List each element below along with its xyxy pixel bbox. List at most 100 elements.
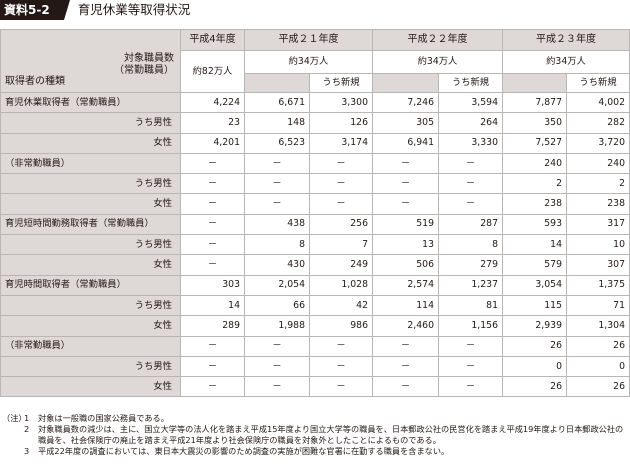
note-item: 2 対象職員数の減少は、主に、国立大学等の法人化を踏まえ平成15年度より国立大学… bbox=[2, 424, 628, 446]
value-cell: － bbox=[372, 335, 439, 357]
year-header-h23: 平成２３年度 bbox=[502, 29, 630, 51]
value-cell: 430 bbox=[244, 254, 310, 276]
table-row: 女性 4,201 6,523 3,174 6,941 3,330 7,527 3,720 bbox=[0, 132, 630, 154]
value-cell: 579 bbox=[502, 254, 567, 276]
note-item: 3 平成22年度の調査においては、東日本大震災の影響のため調査の実施が困難な官署… bbox=[2, 446, 628, 457]
value-cell: 126 bbox=[309, 112, 373, 134]
value-cell: 256 bbox=[309, 213, 373, 236]
value-cell: － bbox=[180, 173, 245, 195]
table-row: （非常勤職員）－－－－－ 26 26 bbox=[0, 335, 630, 357]
value-cell: － bbox=[244, 376, 310, 398]
value-cell: 7,527 bbox=[502, 132, 567, 154]
value-cell: － bbox=[309, 355, 373, 378]
value-cell: － bbox=[244, 152, 310, 175]
value-cell: 282 bbox=[566, 112, 630, 134]
value-cell: 2,054 bbox=[244, 274, 310, 296]
value-cell: 264 bbox=[438, 112, 503, 134]
value-cell: 26 bbox=[566, 335, 630, 357]
value-cell: 6,941 bbox=[372, 132, 439, 154]
target-count-h4: 約82万人 bbox=[180, 50, 245, 93]
value-cell: 593 bbox=[502, 213, 567, 236]
subcategory-label: 女性 bbox=[0, 376, 181, 398]
target-label: 対象職員数 （常勤職員） bbox=[114, 50, 174, 77]
table-row: 女性－－－－－ 238 238 bbox=[0, 193, 630, 215]
table-row: 育児時間取得者（常勤職員） 303 2,054 1,028 2,574 1,237 3,05… bbox=[0, 274, 630, 296]
value-cell: － bbox=[309, 376, 373, 398]
table-row: 女性－－－－－ 26 26 bbox=[0, 376, 630, 398]
value-cell: － bbox=[438, 152, 503, 175]
subcategory-label: 女性 bbox=[0, 254, 181, 276]
year-header-h21: 平成２１年度 bbox=[244, 29, 373, 51]
value-cell: 3,300 bbox=[309, 91, 373, 114]
note-number: 2 bbox=[24, 424, 30, 434]
note-number: 3 bbox=[24, 446, 30, 456]
value-cell: － bbox=[244, 355, 310, 378]
value-cell: 238 bbox=[502, 193, 567, 215]
table-row: うち男性－－－－－ 2 2 bbox=[0, 173, 630, 195]
value-cell: 71 bbox=[566, 294, 630, 317]
value-cell: 1,237 bbox=[438, 274, 503, 296]
notes-mark: （注） bbox=[2, 413, 27, 423]
value-cell: 26 bbox=[502, 335, 567, 357]
target-count-h22: 約34万人 bbox=[372, 50, 503, 74]
category-label: （非常勤職員） bbox=[0, 335, 181, 357]
category-label: 育児休業取得者（常勤職員） bbox=[0, 91, 181, 114]
value-cell: 114 bbox=[372, 294, 439, 317]
year-header-h22: 平成２２年度 bbox=[372, 29, 503, 51]
value-cell: 279 bbox=[438, 254, 503, 276]
value-cell: 287 bbox=[438, 213, 503, 236]
value-cell: － bbox=[309, 193, 373, 215]
notes: （注） 1 対象は一般職の国家公務員である。 2 対象職員数の減少は、主に、国立… bbox=[2, 413, 628, 457]
table-row: うち男性 23 148 126 305 264 350 282 bbox=[0, 112, 630, 134]
value-cell: 2,574 bbox=[372, 274, 439, 296]
value-cell: 506 bbox=[372, 254, 439, 276]
value-cell: 2 bbox=[502, 173, 567, 195]
value-cell: 3,054 bbox=[502, 274, 567, 296]
value-cell: 305 bbox=[372, 112, 439, 134]
subcategory-label: うち男性 bbox=[0, 234, 181, 256]
value-cell: 10 bbox=[566, 234, 630, 256]
value-cell: 2,939 bbox=[502, 315, 567, 337]
value-cell: 986 bbox=[309, 315, 373, 337]
value-cell: － bbox=[309, 173, 373, 195]
note-text: 平成22年度の調査においては、東日本大震災の影響のため調査の実施が困難な官署に在… bbox=[38, 446, 450, 456]
value-cell: 317 bbox=[566, 213, 630, 236]
value-cell: 350 bbox=[502, 112, 567, 134]
document-title: 育児休業等取得状況 bbox=[77, 2, 191, 17]
subcategory-label: うち男性 bbox=[0, 294, 181, 317]
value-cell: 3,720 bbox=[566, 132, 630, 154]
value-cell: 240 bbox=[502, 152, 567, 175]
note-text: 対象職員数の減少は、主に、国立大学等の法人化を踏まえ平成15年度より国立大学等の… bbox=[38, 424, 624, 445]
table-row: うち男性 14 66 42 114 81 115 71 bbox=[0, 294, 630, 317]
value-cell: 1,988 bbox=[244, 315, 310, 337]
value-cell: 3,594 bbox=[438, 91, 503, 114]
new-header-h22: うち新規 bbox=[438, 73, 503, 93]
value-cell: 8 bbox=[438, 234, 503, 256]
value-cell: 8 bbox=[244, 234, 310, 256]
value-cell: － bbox=[244, 193, 310, 215]
value-cell: 148 bbox=[244, 112, 310, 134]
value-cell: － bbox=[180, 193, 245, 215]
value-cell: 1,375 bbox=[566, 274, 630, 296]
table-row: 女性 289 1,988 986 2,460 1,156 2,939 1,304 bbox=[0, 315, 630, 337]
value-cell: 240 bbox=[566, 152, 630, 175]
value-cell: 519 bbox=[372, 213, 439, 236]
value-cell: 26 bbox=[502, 376, 567, 398]
value-cell: 4,224 bbox=[180, 91, 245, 114]
subcategory-label: うち男性 bbox=[0, 112, 181, 134]
value-cell: 14 bbox=[180, 294, 245, 317]
table-row: 育児短時間勤務取得者（常勤職員）－ 438 256 519 287 593 317 bbox=[0, 213, 630, 236]
year-header-h4: 平成4年度 bbox=[180, 29, 245, 51]
value-cell: 6,523 bbox=[244, 132, 310, 154]
value-cell: － bbox=[309, 152, 373, 175]
new-header-h23: うち新規 bbox=[566, 73, 630, 93]
document-label: 資料5-2 bbox=[0, 0, 70, 20]
value-cell: － bbox=[438, 173, 503, 195]
table-row: 女性－ 430 249 506 279 579 307 bbox=[0, 254, 630, 276]
value-cell: － bbox=[309, 335, 373, 357]
category-label: （非常勤職員） bbox=[0, 152, 181, 175]
value-cell: 66 bbox=[244, 294, 310, 317]
value-cell: 23 bbox=[180, 112, 245, 134]
value-cell: － bbox=[438, 376, 503, 398]
value-cell: 0 bbox=[566, 355, 630, 378]
